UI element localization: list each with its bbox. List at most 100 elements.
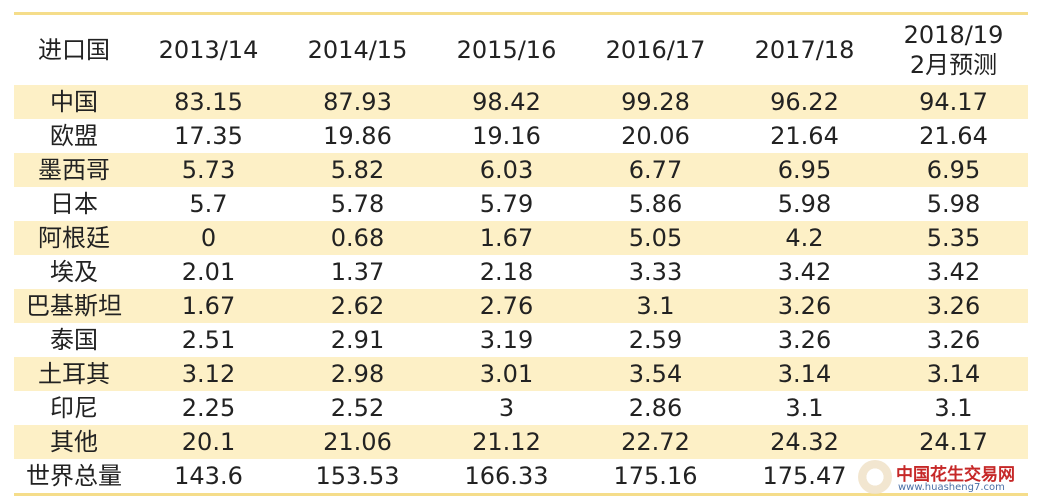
value-cell: 98.42 bbox=[432, 85, 581, 119]
value-cell: 2.76 bbox=[432, 289, 581, 323]
value-cell: 20.1 bbox=[134, 425, 283, 459]
value-cell: 2.91 bbox=[330, 326, 385, 354]
table-row: 印尼 2.25 2.52 3 2.86 3.1 3.1 bbox=[14, 391, 1028, 425]
value-cell: 3.26 bbox=[879, 289, 1028, 323]
value-cell: 19.86 bbox=[323, 122, 392, 150]
table-row: 泰国 2.51 2.91 3.19 2.59 3.26 3.26 bbox=[14, 323, 1028, 357]
value-cell: 2.25 bbox=[181, 394, 236, 422]
value-cell: 3.54 bbox=[581, 357, 730, 391]
value-cell: 3.19 bbox=[479, 326, 534, 354]
value-cell: 24.32 bbox=[730, 425, 879, 459]
country-cell: 欧盟 bbox=[50, 122, 98, 150]
value-cell: 21.64 bbox=[770, 122, 839, 150]
value-cell: 1.37 bbox=[330, 258, 385, 286]
value-cell: 6.95 bbox=[879, 153, 1028, 187]
value-cell: 2.01 bbox=[181, 258, 236, 286]
watermark-url: www.huasheng7.com bbox=[898, 482, 1005, 493]
country-cell: 埃及 bbox=[50, 258, 98, 286]
value-cell: 19.16 bbox=[472, 122, 541, 150]
value-cell: 21.64 bbox=[919, 122, 988, 150]
value-cell: 5.98 bbox=[926, 190, 981, 218]
table-row: 埃及 2.01 1.37 2.18 3.33 3.42 3.42 bbox=[14, 255, 1028, 289]
value-cell: 3.42 bbox=[926, 258, 981, 286]
value-cell: 3.1 bbox=[785, 394, 824, 422]
value-cell: 3.14 bbox=[879, 357, 1028, 391]
value-cell: 2.18 bbox=[479, 258, 534, 286]
value-cell: 6.95 bbox=[730, 153, 879, 187]
column-header: 2017/18 bbox=[754, 36, 855, 64]
value-cell: 21.12 bbox=[432, 425, 581, 459]
value-cell: 3 bbox=[498, 394, 515, 422]
value-cell: 17.35 bbox=[174, 122, 243, 150]
value-cell: 5.79 bbox=[479, 190, 534, 218]
value-cell: 3.12 bbox=[134, 357, 283, 391]
country-cell: 泰国 bbox=[50, 326, 98, 354]
value-cell: 2.51 bbox=[181, 326, 236, 354]
import-table: 进口国 2013/14 2014/15 2015/16 2016/17 2017… bbox=[14, 15, 1028, 496]
value-cell: 175.16 bbox=[581, 459, 730, 496]
column-header: 2014/15 bbox=[307, 36, 408, 64]
value-cell: 5.78 bbox=[330, 190, 385, 218]
table-row: 欧盟 17.35 19.86 19.16 20.06 21.64 21.64 bbox=[14, 119, 1028, 153]
value-cell: 6.03 bbox=[432, 153, 581, 187]
column-header: 2018/19 2月预测 bbox=[903, 21, 1004, 79]
table-row: 巴基斯坦 1.67 2.62 2.76 3.1 3.26 3.26 bbox=[14, 289, 1028, 323]
country-cell: 中国 bbox=[14, 85, 134, 119]
table-row: 墨西哥 5.73 5.82 6.03 6.77 6.95 6.95 bbox=[14, 153, 1028, 187]
value-cell: 166.33 bbox=[432, 459, 581, 496]
value-cell: 3.01 bbox=[432, 357, 581, 391]
value-cell: 2.52 bbox=[330, 394, 385, 422]
value-cell: 5.98 bbox=[777, 190, 832, 218]
table-row: 土耳其 3.12 2.98 3.01 3.54 3.14 3.14 bbox=[14, 357, 1028, 391]
value-cell: 153.53 bbox=[283, 459, 432, 496]
value-cell: 3.33 bbox=[628, 258, 683, 286]
value-cell: 2.62 bbox=[283, 289, 432, 323]
value-cell: 94.17 bbox=[879, 85, 1028, 119]
column-header: 2013/14 bbox=[158, 36, 259, 64]
value-cell: 2.86 bbox=[628, 394, 683, 422]
value-cell: 5.86 bbox=[628, 190, 683, 218]
value-cell: 99.28 bbox=[581, 85, 730, 119]
country-cell: 巴基斯坦 bbox=[14, 289, 134, 323]
value-cell: 5.05 bbox=[581, 221, 730, 255]
value-cell: 2.59 bbox=[628, 326, 683, 354]
value-cell: 5.7 bbox=[189, 190, 228, 218]
value-cell: 175.47 bbox=[730, 459, 879, 496]
value-cell bbox=[879, 459, 1028, 496]
value-cell: 21.06 bbox=[283, 425, 432, 459]
value-cell: 87.93 bbox=[283, 85, 432, 119]
value-cell: 5.35 bbox=[879, 221, 1028, 255]
value-cell: 3.26 bbox=[926, 326, 981, 354]
value-cell: 1.67 bbox=[134, 289, 283, 323]
country-cell: 印尼 bbox=[50, 394, 98, 422]
country-cell: 世界总量 bbox=[14, 459, 134, 496]
value-cell: 6.77 bbox=[581, 153, 730, 187]
table-top-rule bbox=[14, 12, 1028, 15]
value-cell: 5.82 bbox=[283, 153, 432, 187]
value-cell: 3.26 bbox=[777, 326, 832, 354]
table-row: 日本 5.7 5.78 5.79 5.86 5.98 5.98 bbox=[14, 187, 1028, 221]
value-cell: 3.42 bbox=[777, 258, 832, 286]
country-cell: 日本 bbox=[50, 190, 98, 218]
table-row: 其他 20.1 21.06 21.12 22.72 24.32 24.17 bbox=[14, 425, 1028, 459]
column-header: 2015/16 bbox=[456, 36, 557, 64]
country-cell: 墨西哥 bbox=[14, 153, 134, 187]
country-cell: 其他 bbox=[14, 425, 134, 459]
value-cell: 0 bbox=[134, 221, 283, 255]
watermark: 中国花生交易网 www.huasheng7.com bbox=[858, 458, 1028, 498]
table-row: 阿根廷 0 0.68 1.67 5.05 4.2 5.35 bbox=[14, 221, 1028, 255]
value-cell: 24.17 bbox=[879, 425, 1028, 459]
value-cell: 3.14 bbox=[730, 357, 879, 391]
table-row: 世界总量 143.6 153.53 166.33 175.16 175.47 bbox=[14, 459, 1028, 496]
value-cell: 3.1 bbox=[934, 394, 973, 422]
value-cell: 96.22 bbox=[730, 85, 879, 119]
value-cell: 3.1 bbox=[581, 289, 730, 323]
value-cell: 20.06 bbox=[621, 122, 690, 150]
value-cell: 0.68 bbox=[283, 221, 432, 255]
value-cell: 83.15 bbox=[134, 85, 283, 119]
watermark-title: 中国花生交易网 bbox=[896, 465, 1015, 485]
country-cell: 阿根廷 bbox=[14, 221, 134, 255]
value-cell: 1.67 bbox=[432, 221, 581, 255]
table-body: 中国 83.15 87.93 98.42 99.28 96.22 94.17 欧… bbox=[14, 85, 1028, 496]
value-cell: 2.98 bbox=[283, 357, 432, 391]
